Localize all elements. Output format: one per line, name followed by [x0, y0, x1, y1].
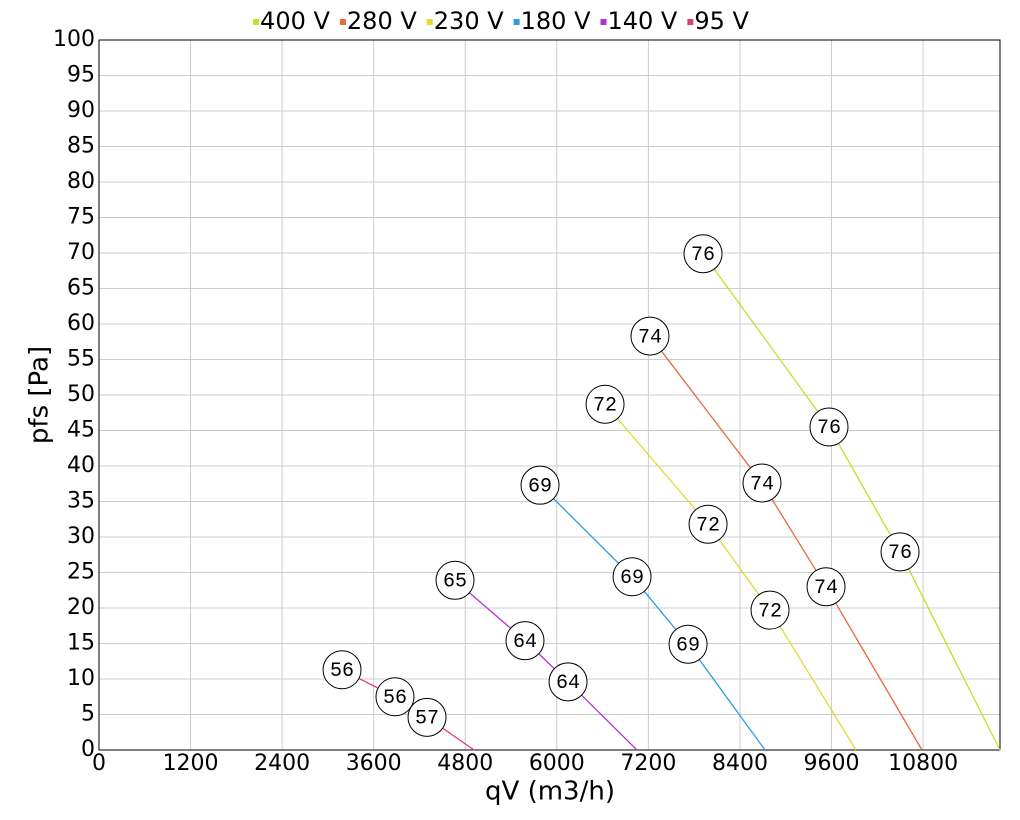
- x-tick-label: 3600: [346, 751, 402, 776]
- point-label: 76: [817, 417, 841, 440]
- series-line: [454, 579, 638, 751]
- y-tick-label: 0: [81, 737, 95, 762]
- point-marker: [809, 407, 849, 447]
- point-label: 72: [758, 600, 782, 623]
- y-tick-label: 25: [67, 560, 95, 585]
- legend-label: 95 V: [694, 7, 749, 35]
- legend-swatch: [253, 19, 260, 25]
- y-tick-label: 55: [67, 347, 95, 372]
- x-tick-label: 8400: [712, 751, 768, 776]
- y-tick-label: 35: [67, 489, 95, 514]
- point-marker: [683, 234, 723, 274]
- point-marker: [668, 624, 708, 664]
- legend-swatch: [513, 19, 520, 25]
- x-tick-label: 9600: [804, 751, 860, 776]
- point-label: 76: [691, 244, 715, 267]
- y-tick-label: 45: [67, 418, 95, 443]
- y-tick-label: 70: [67, 240, 95, 265]
- point-marker: [548, 662, 588, 702]
- series-line: [702, 253, 1001, 751]
- y-tick-label: 30: [67, 524, 95, 549]
- point-label: 64: [556, 672, 580, 695]
- point-label: 57: [415, 708, 439, 731]
- x-tick-label: 7200: [620, 751, 676, 776]
- y-tick-label: 60: [67, 311, 95, 336]
- point-marker: [742, 463, 782, 503]
- point-label: 74: [638, 326, 662, 349]
- series-line: [604, 403, 857, 751]
- y-tick-label: 20: [67, 595, 95, 620]
- legend-label: 400 V: [260, 7, 330, 35]
- point-marker: [806, 567, 846, 607]
- point-marker: [612, 557, 652, 597]
- plot-frame: [98, 39, 1001, 751]
- x-axis-title: qV (m3/h): [485, 777, 615, 807]
- point-marker: [505, 621, 545, 661]
- legend-swatch: [600, 19, 607, 25]
- point-label: 64: [513, 631, 537, 654]
- point-marker: [520, 465, 560, 505]
- point-marker: [750, 590, 790, 630]
- x-tick-label: 2400: [254, 751, 310, 776]
- legend-label: 230 V: [434, 7, 504, 35]
- legend-label: 280 V: [347, 7, 417, 35]
- y-tick-label: 100: [53, 27, 95, 52]
- y-tick-label: 65: [67, 276, 95, 301]
- legend-swatch: [687, 19, 694, 25]
- point-label: 76: [888, 542, 912, 565]
- x-tick-label: 0: [92, 751, 106, 776]
- legend-label: 180 V: [521, 7, 591, 35]
- point-label: 74: [750, 473, 774, 496]
- legend-swatch: [426, 19, 433, 25]
- point-label: 74: [814, 577, 838, 600]
- point-marker: [435, 560, 475, 600]
- point-marker: [630, 316, 670, 356]
- x-tick-label: 4800: [437, 751, 493, 776]
- y-tick-label: 75: [67, 205, 95, 230]
- point-label: 69: [528, 475, 552, 498]
- y-tick-label: 40: [67, 453, 95, 478]
- point-label: 56: [330, 660, 354, 683]
- x-tick-label: 6000: [529, 751, 585, 776]
- y-tick-label: 50: [67, 382, 95, 407]
- point-marker: [407, 697, 447, 737]
- point-label: 69: [676, 634, 700, 657]
- x-tick-label: 10800: [888, 751, 958, 776]
- y-tick-label: 90: [67, 98, 95, 123]
- point-marker: [375, 677, 415, 717]
- legend: 400 V 280 V 230 V 180 V 140 V 95 V: [253, 7, 750, 35]
- y-tick-label: 80: [67, 169, 95, 194]
- y-tick-label: 5: [81, 702, 95, 727]
- legend-swatch: [339, 19, 346, 25]
- point-label: 72: [696, 515, 720, 538]
- y-tick-label: 10: [67, 666, 95, 691]
- point-marker: [585, 384, 625, 424]
- point-label: 72: [593, 395, 617, 418]
- series-line: [649, 335, 923, 751]
- x-tick-label: 1200: [163, 751, 219, 776]
- point-label: 69: [620, 567, 644, 590]
- y-axis-title: pfs [Pa]: [25, 346, 55, 444]
- legend-label: 140 V: [607, 7, 677, 35]
- point-marker: [688, 504, 728, 544]
- series-line: [539, 484, 766, 751]
- y-tick-label: 15: [67, 631, 95, 656]
- y-tick-label: 95: [67, 63, 95, 88]
- grid: [98, 39, 1000, 751]
- y-tick-label: 85: [67, 134, 95, 159]
- point-label: 65: [443, 571, 467, 594]
- point-marker: [880, 532, 920, 572]
- point-label: 56: [383, 687, 407, 710]
- point-marker: [322, 650, 362, 690]
